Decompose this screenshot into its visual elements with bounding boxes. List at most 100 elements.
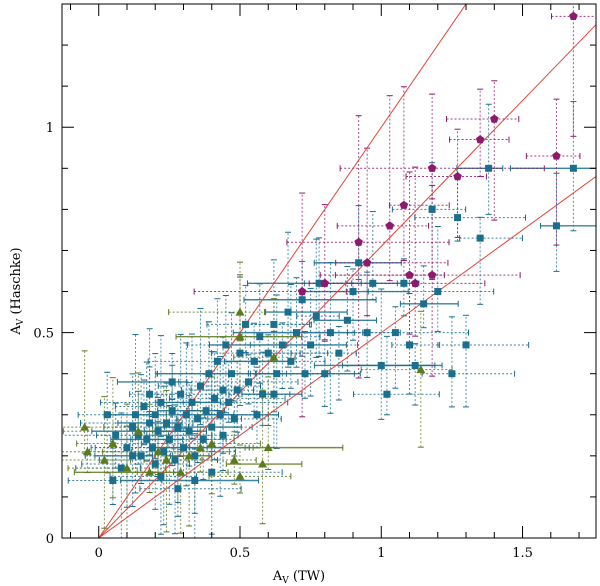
square-marker bbox=[321, 370, 329, 378]
x-axis-label-rest: (TW) bbox=[289, 569, 325, 584]
square-marker bbox=[146, 419, 154, 427]
triangle-marker bbox=[235, 471, 245, 480]
triangle-marker bbox=[133, 426, 143, 435]
reference-line bbox=[98, 24, 596, 538]
square-marker bbox=[182, 411, 190, 419]
square-marker bbox=[157, 398, 165, 406]
square-marker bbox=[208, 468, 216, 476]
x-axis-label: AV (TW) bbox=[272, 569, 325, 586]
y-axis-label: AV (Haschke) bbox=[9, 247, 26, 335]
square-marker bbox=[134, 431, 142, 439]
square-marker bbox=[202, 407, 210, 415]
square-marker bbox=[228, 370, 236, 378]
square-marker bbox=[391, 329, 399, 337]
triangle-marker bbox=[184, 451, 194, 460]
square-marker bbox=[160, 448, 168, 456]
pentagon-marker bbox=[297, 287, 307, 296]
square-marker bbox=[256, 333, 264, 341]
square-marker bbox=[476, 234, 484, 242]
triangle-marker bbox=[108, 439, 118, 448]
square-marker bbox=[369, 279, 377, 287]
x-axis-label-sub: V bbox=[281, 576, 289, 586]
square-marker bbox=[154, 427, 162, 435]
triangle-marker bbox=[207, 439, 217, 448]
x-tick-label: 1 bbox=[377, 546, 385, 561]
square-marker bbox=[219, 431, 227, 439]
square-marker bbox=[146, 390, 154, 398]
square-marker bbox=[278, 341, 286, 349]
y-axis-label-main: A bbox=[9, 325, 24, 336]
square-marker bbox=[191, 476, 199, 484]
square-marker bbox=[151, 411, 159, 419]
triangle-marker bbox=[122, 463, 132, 472]
axis-ticks bbox=[62, 3, 596, 539]
triangle-marker bbox=[80, 422, 90, 431]
square-marker bbox=[242, 320, 250, 328]
y-axis-label-sub: V bbox=[16, 318, 26, 326]
square-marker bbox=[222, 341, 230, 349]
square-marker bbox=[168, 378, 176, 386]
triangle-marker bbox=[269, 352, 279, 361]
square-marker bbox=[428, 205, 436, 213]
square-marker bbox=[454, 214, 462, 222]
pentagon-marker bbox=[362, 258, 372, 267]
square-marker bbox=[213, 357, 221, 365]
square-marker bbox=[163, 419, 171, 427]
triangle-marker bbox=[176, 467, 186, 476]
pentagon-marker bbox=[427, 163, 437, 172]
square-marker bbox=[264, 349, 272, 357]
square-marker bbox=[363, 329, 371, 337]
square-marker bbox=[157, 472, 165, 480]
square-marker bbox=[211, 394, 219, 402]
triangle-marker bbox=[229, 455, 239, 464]
triangle-marker bbox=[195, 443, 205, 452]
square-marker bbox=[196, 382, 204, 390]
x-tick-label: 1.5 bbox=[512, 546, 533, 561]
square-marker bbox=[208, 423, 216, 431]
square-marker bbox=[335, 349, 343, 357]
square-marker bbox=[315, 279, 323, 287]
triangle-marker bbox=[263, 443, 273, 452]
square-marker bbox=[349, 288, 357, 296]
square-marker bbox=[293, 329, 301, 337]
triangle-marker bbox=[258, 459, 268, 468]
square-marker bbox=[270, 320, 278, 328]
pentagon-marker bbox=[405, 270, 414, 279]
y-axis-label-rest: (Haschke) bbox=[9, 247, 24, 318]
square-marker bbox=[179, 444, 187, 452]
square-marker bbox=[219, 386, 227, 394]
square-marker bbox=[411, 361, 419, 369]
square-marker bbox=[343, 316, 351, 324]
square-marker bbox=[129, 423, 137, 431]
square-marker bbox=[250, 357, 258, 365]
square-marker bbox=[129, 452, 137, 460]
triangle-marker bbox=[416, 365, 426, 374]
square-marker bbox=[233, 386, 241, 394]
pentagon-marker bbox=[552, 151, 561, 160]
pentagon-marker bbox=[320, 278, 329, 287]
square-marker bbox=[191, 452, 199, 460]
triangle-marker bbox=[162, 455, 172, 464]
square-marker bbox=[312, 312, 320, 320]
square-marker bbox=[434, 288, 442, 296]
pentagon-marker bbox=[354, 237, 363, 246]
square-marker bbox=[307, 341, 315, 349]
data-points bbox=[80, 11, 578, 493]
square-marker bbox=[131, 411, 139, 419]
pentagon-marker bbox=[475, 135, 485, 144]
square-marker bbox=[383, 390, 391, 398]
square-marker bbox=[270, 390, 278, 398]
square-marker bbox=[165, 435, 173, 443]
square-marker bbox=[171, 456, 179, 464]
square-marker bbox=[205, 370, 213, 378]
pentagon-marker bbox=[427, 270, 437, 279]
pentagon-marker bbox=[399, 200, 409, 209]
square-marker bbox=[355, 259, 363, 267]
reference-line bbox=[98, 4, 467, 538]
triangle-marker bbox=[145, 467, 155, 476]
pentagon-marker bbox=[410, 278, 420, 287]
square-marker bbox=[148, 444, 156, 452]
square-marker bbox=[137, 452, 145, 460]
square-marker bbox=[326, 329, 334, 337]
